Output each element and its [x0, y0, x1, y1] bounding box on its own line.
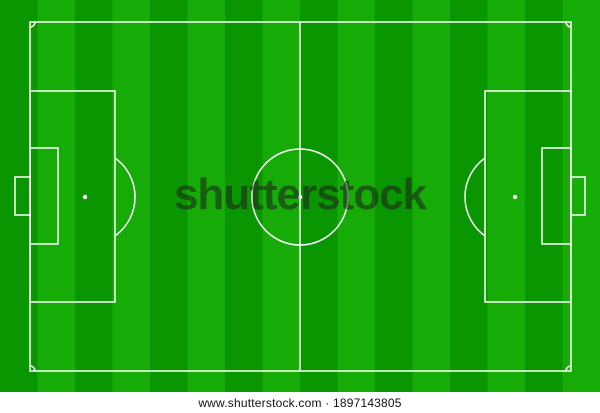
corner-arc-bottom-right: [565, 365, 572, 372]
left-penalty-spot: [82, 194, 88, 200]
grass-stripe: [75, 0, 113, 392]
grass-stripe: [450, 0, 488, 392]
right-penalty-spot: [512, 194, 518, 200]
grass-stripe: [562, 0, 600, 392]
image-footer: www.shutterstock.com · 1897143805: [0, 392, 600, 413]
field-graphic: [0, 0, 600, 392]
center-spot: [297, 194, 303, 200]
grass-stripe: [525, 0, 563, 392]
grass-stripe: [187, 0, 226, 392]
grass-stripe: [0, 0, 38, 392]
grass-stripe: [300, 0, 338, 392]
grass-stripe: [112, 0, 151, 392]
center-circle: [251, 148, 349, 246]
left-goal: [14, 176, 31, 216]
right-penalty-arc: [464, 157, 486, 237]
corner-arc-bottom-left: [29, 365, 36, 372]
right-goal: [570, 176, 586, 216]
left-penalty-arc: [114, 157, 136, 237]
grass-stripe: [225, 0, 263, 392]
grass-stripe: [412, 0, 451, 392]
corner-arc-top-right: [565, 21, 572, 28]
footer-credit-text: www.shutterstock.com · 1897143805: [198, 395, 402, 410]
grass-stripe: [150, 0, 188, 392]
grass-stripes: [0, 0, 600, 392]
grass-stripe: [337, 0, 376, 392]
grass-stripe: [262, 0, 301, 392]
field-markings: [14, 21, 586, 372]
grass-stripe: [375, 0, 413, 392]
soccer-field: [0, 0, 600, 392]
grass-stripe: [487, 0, 526, 392]
corner-arc-top-left: [29, 21, 36, 28]
field-spots: [82, 194, 518, 200]
grass-stripe: [37, 0, 76, 392]
